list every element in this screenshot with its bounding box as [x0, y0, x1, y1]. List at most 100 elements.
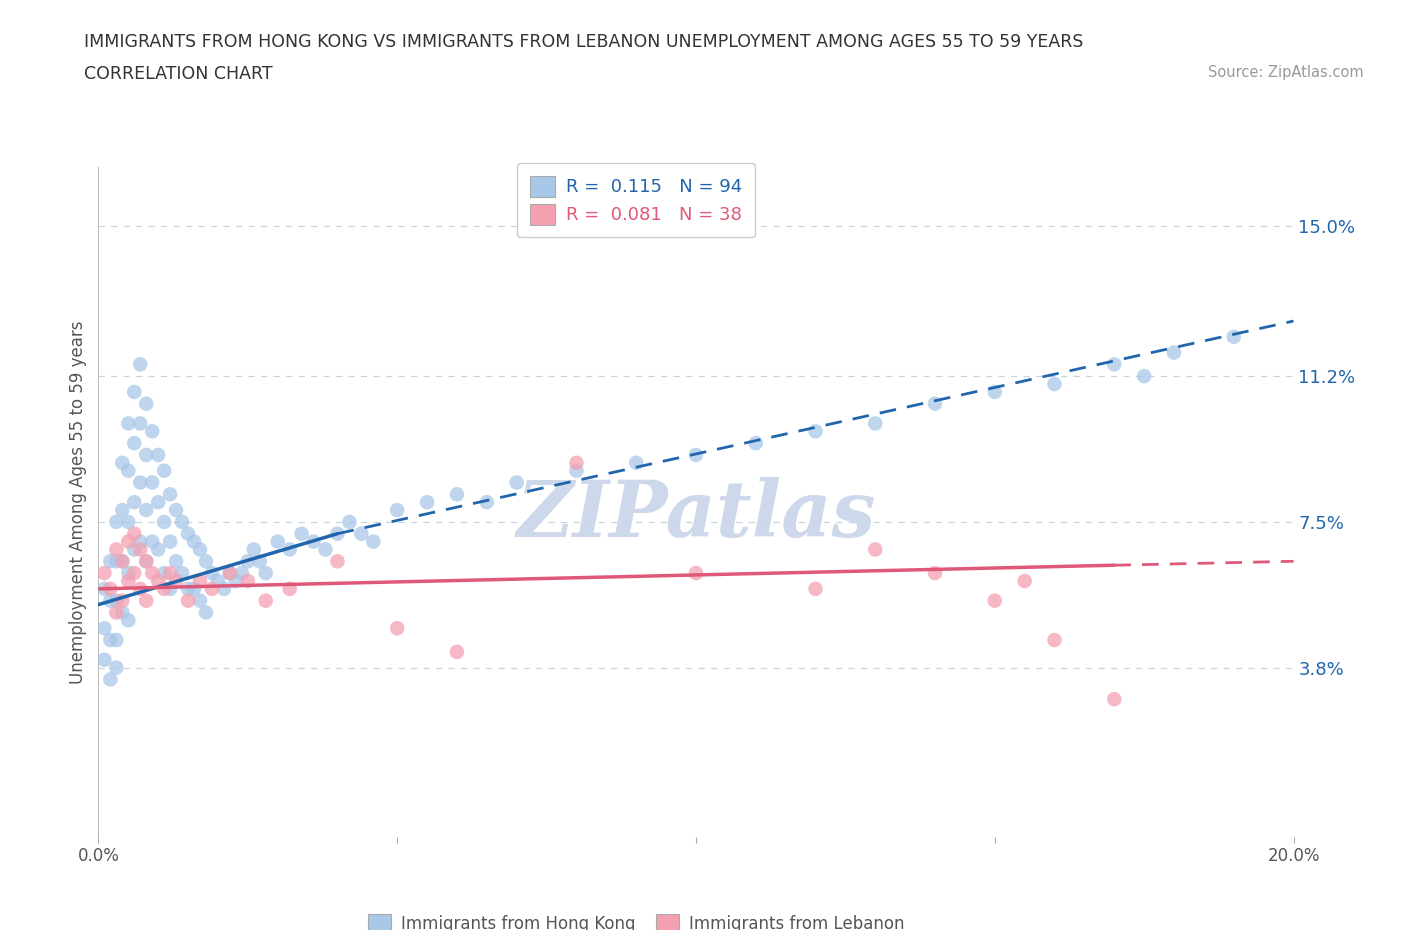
- Point: [302, 534, 325, 549]
- Point: [984, 593, 1007, 608]
- Point: [129, 542, 152, 557]
- Point: [219, 565, 242, 580]
- Point: [201, 565, 224, 580]
- Point: [339, 514, 360, 529]
- Point: [1104, 692, 1126, 707]
- Point: [135, 593, 157, 608]
- Point: [141, 424, 163, 439]
- Point: [159, 487, 181, 502]
- Point: [315, 542, 337, 557]
- Point: [506, 475, 529, 490]
- Point: [105, 542, 128, 557]
- Point: [124, 435, 146, 450]
- Point: [129, 581, 152, 596]
- Point: [124, 384, 146, 399]
- Point: [804, 581, 827, 596]
- Point: [326, 554, 349, 569]
- Point: [117, 574, 139, 589]
- Point: [159, 581, 181, 596]
- Point: [278, 542, 301, 557]
- Point: [172, 514, 194, 529]
- Point: [177, 526, 200, 541]
- Point: [105, 632, 128, 647]
- Point: [804, 424, 827, 439]
- Point: [219, 565, 242, 580]
- Point: [984, 384, 1007, 399]
- Point: [236, 574, 259, 589]
- Point: [124, 495, 146, 510]
- Point: [111, 554, 134, 569]
- Point: [225, 574, 247, 589]
- Point: [254, 593, 277, 608]
- Point: [183, 534, 205, 549]
- Point: [177, 593, 200, 608]
- Point: [111, 605, 134, 620]
- Point: [153, 514, 176, 529]
- Point: [385, 502, 409, 517]
- Point: [124, 526, 146, 541]
- Point: [1104, 357, 1126, 372]
- Point: [93, 652, 115, 667]
- Legend: Immigrants from Hong Kong, Immigrants from Lebanon: Immigrants from Hong Kong, Immigrants fr…: [360, 906, 912, 930]
- Point: [117, 514, 139, 529]
- Point: [93, 621, 115, 636]
- Point: [201, 581, 224, 596]
- Point: [416, 495, 439, 510]
- Point: [685, 565, 707, 580]
- Point: [212, 581, 235, 596]
- Point: [254, 565, 277, 580]
- Point: [129, 357, 152, 372]
- Point: [446, 487, 468, 502]
- Point: [93, 565, 115, 580]
- Point: [177, 581, 200, 596]
- Point: [1014, 574, 1036, 589]
- Point: [249, 554, 271, 569]
- Point: [165, 574, 187, 589]
- Point: [195, 605, 218, 620]
- Point: [105, 593, 128, 608]
- Point: [1043, 632, 1066, 647]
- Point: [135, 554, 157, 569]
- Y-axis label: Unemployment Among Ages 55 to 59 years: Unemployment Among Ages 55 to 59 years: [69, 321, 87, 684]
- Point: [446, 644, 468, 659]
- Point: [111, 456, 134, 471]
- Point: [865, 416, 887, 431]
- Point: [183, 581, 205, 596]
- Point: [153, 463, 176, 478]
- Point: [188, 542, 211, 557]
- Point: [236, 554, 259, 569]
- Point: [207, 574, 229, 589]
- Point: [865, 542, 887, 557]
- Point: [135, 447, 157, 462]
- Point: [1163, 345, 1185, 360]
- Point: [135, 396, 157, 411]
- Point: [129, 416, 152, 431]
- Point: [291, 526, 314, 541]
- Point: [93, 581, 115, 596]
- Point: [111, 554, 134, 569]
- Point: [117, 416, 139, 431]
- Point: [745, 435, 768, 450]
- Point: [135, 502, 157, 517]
- Point: [105, 660, 128, 675]
- Point: [141, 565, 163, 580]
- Point: [231, 565, 253, 580]
- Point: [188, 593, 211, 608]
- Point: [243, 542, 266, 557]
- Point: [385, 621, 409, 636]
- Point: [105, 554, 128, 569]
- Point: [159, 565, 181, 580]
- Point: [148, 542, 170, 557]
- Point: [111, 502, 134, 517]
- Text: IMMIGRANTS FROM HONG KONG VS IMMIGRANTS FROM LEBANON UNEMPLOYMENT AMONG AGES 55 : IMMIGRANTS FROM HONG KONG VS IMMIGRANTS …: [84, 33, 1084, 50]
- Point: [153, 565, 176, 580]
- Point: [129, 534, 152, 549]
- Point: [626, 456, 648, 471]
- Point: [141, 475, 163, 490]
- Point: [129, 475, 152, 490]
- Point: [141, 534, 163, 549]
- Point: [1133, 368, 1156, 383]
- Point: [100, 632, 122, 647]
- Text: CORRELATION CHART: CORRELATION CHART: [84, 65, 273, 83]
- Point: [148, 495, 170, 510]
